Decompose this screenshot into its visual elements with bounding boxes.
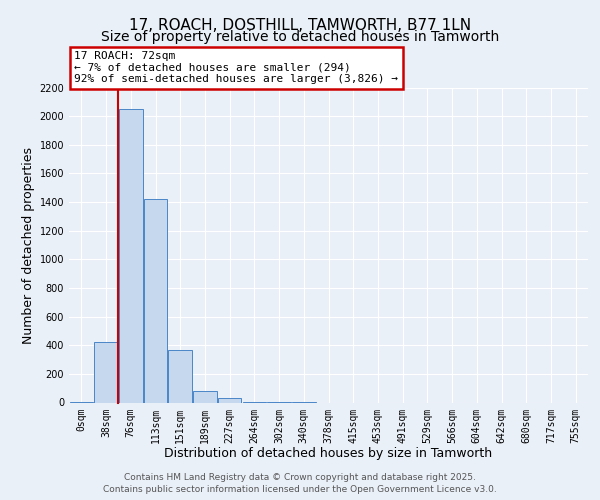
Text: Size of property relative to detached houses in Tamworth: Size of property relative to detached ho… [101,30,499,44]
Text: 17, ROACH, DOSTHILL, TAMWORTH, B77 1LN: 17, ROACH, DOSTHILL, TAMWORTH, B77 1LN [129,18,471,32]
Text: Contains HM Land Registry data © Crown copyright and database right 2025.: Contains HM Land Registry data © Crown c… [124,472,476,482]
Text: 17 ROACH: 72sqm
← 7% of detached houses are smaller (294)
92% of semi-detached h: 17 ROACH: 72sqm ← 7% of detached houses … [74,51,398,84]
Bar [119,109,143,403]
Bar [94,342,118,402]
Bar [193,391,217,402]
Bar [169,350,192,403]
Bar [218,398,241,402]
X-axis label: Distribution of detached houses by size in Tamworth: Distribution of detached houses by size … [164,447,493,460]
Bar [144,199,167,402]
Y-axis label: Number of detached properties: Number of detached properties [22,146,35,344]
Text: Contains public sector information licensed under the Open Government Licence v3: Contains public sector information licen… [103,485,497,494]
